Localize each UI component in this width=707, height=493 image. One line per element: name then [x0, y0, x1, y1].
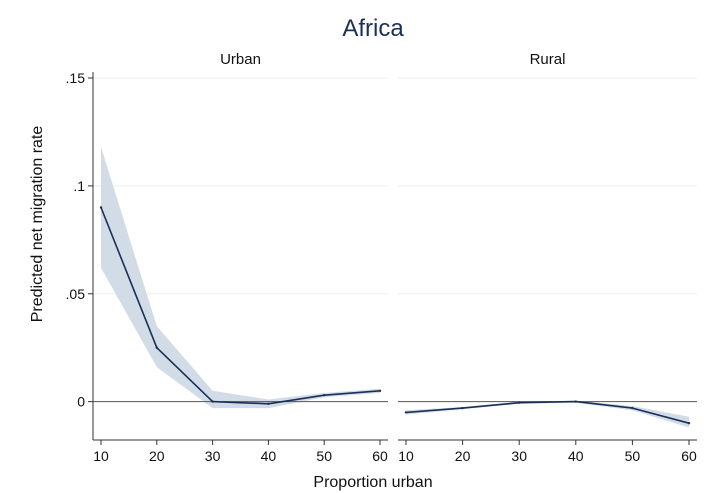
data-point-urban-4	[323, 394, 326, 397]
panel-title-rural: Rural	[530, 51, 566, 68]
x-tick-label-rural-1: 20	[455, 448, 471, 464]
panel-rural: 10 20 30 40 50 60 Rural	[398, 51, 697, 464]
data-point-rural-2	[518, 401, 521, 404]
x-tick-label-rural-3: 40	[568, 448, 584, 464]
series-line-rural	[405, 400, 690, 424]
panel-title-urban: Urban	[220, 51, 261, 68]
series-line-urban	[100, 207, 381, 405]
y-tick-label-1: .05	[66, 286, 86, 302]
x-tick-label-rural-5: 60	[681, 448, 697, 464]
x-tick-label-rural-0: 10	[398, 448, 414, 464]
x-tick-label-urban-4: 50	[316, 448, 332, 464]
y-tick-label-2: .1	[73, 178, 85, 194]
data-point-urban-2	[211, 400, 214, 403]
chart-title: Africa	[342, 15, 404, 42]
x-tick-label-urban-1: 20	[149, 448, 165, 464]
x-axis-label: Proportion urban	[313, 474, 432, 491]
x-tick-label-urban-3: 40	[261, 448, 277, 464]
y-tick-label-0: 0	[77, 394, 85, 410]
plot-layer: 10 20 30 40 50 60 Urban 10 20 30 40 50 60 Rural 0 .05 .1…	[66, 51, 697, 464]
data-point-rural-4	[631, 406, 634, 410]
y-tick-label-3: .15	[66, 70, 86, 86]
data-point-rural-1	[461, 406, 464, 410]
data-point-rural-3	[574, 400, 577, 403]
ci-band-urban	[101, 147, 380, 409]
y-axis-label: Predicted net migration rate	[29, 126, 46, 323]
x-tick-label-urban-0: 10	[93, 448, 109, 464]
data-point-urban-1	[155, 346, 158, 349]
data-point-urban-5	[378, 389, 382, 392]
data-point-urban-3	[267, 402, 270, 405]
x-tick-label-rural-4: 50	[625, 448, 641, 464]
x-tick-label-rural-2: 30	[511, 448, 527, 464]
x-tick-label-urban-2: 30	[205, 448, 221, 464]
data-point-rural-0	[404, 411, 408, 414]
data-point-rural-5	[687, 422, 691, 425]
x-tick-label-urban-5: 60	[372, 448, 388, 464]
panel-urban: 10 20 30 40 50 60 Urban	[93, 51, 388, 464]
data-point-urban-0	[99, 206, 103, 209]
